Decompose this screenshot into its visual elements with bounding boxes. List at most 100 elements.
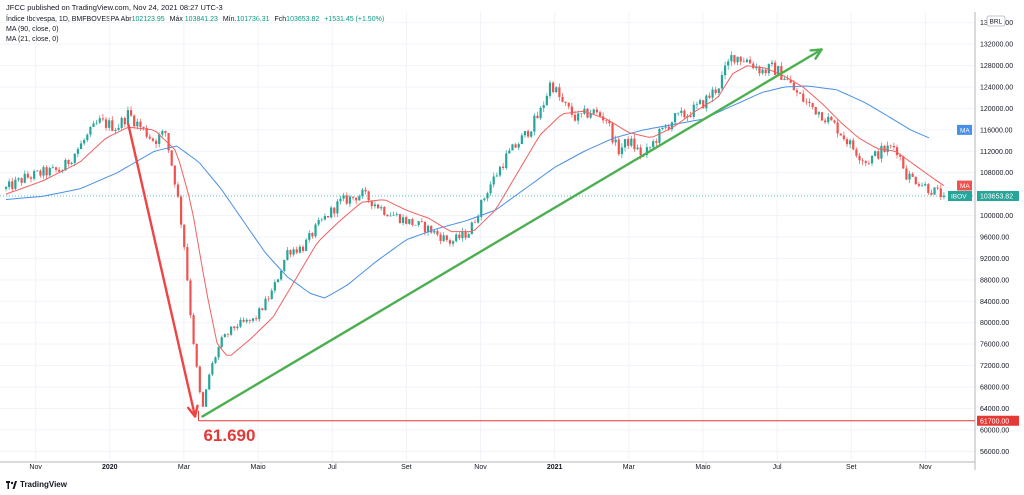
candle-body: [342, 195, 345, 199]
candle-body: [201, 392, 205, 407]
candle-body: [498, 166, 502, 176]
y-tick-label: 96000.00: [980, 235, 1009, 242]
candle-body: [208, 374, 211, 390]
candle-body: [542, 105, 545, 108]
candle-body: [336, 201, 339, 214]
candle-body: [930, 192, 933, 195]
candle-body: [70, 162, 73, 164]
candle-body: [592, 109, 595, 114]
candle-body: [523, 131, 527, 136]
candle-body: [417, 221, 420, 226]
currency-box[interactable]: [986, 15, 1006, 27]
candle-body: [14, 179, 17, 189]
candle-body: [564, 101, 567, 103]
green-trend-arrow-head: [809, 48, 823, 60]
candle-body: [645, 147, 649, 155]
ma21-line: [5, 65, 945, 356]
x-tick-label: Nov: [474, 464, 487, 471]
candle-body: [558, 87, 561, 97]
ohlc-high: Máx.103841.23: [169, 16, 218, 23]
candle-body: [486, 193, 489, 199]
candle-body: [589, 113, 592, 118]
indicator-ma21-label[interactable]: MA (21, close, 0): [6, 36, 59, 43]
candle-body: [239, 319, 242, 327]
candle-body: [908, 173, 911, 180]
candle-body: [570, 106, 573, 115]
candle-body: [924, 184, 927, 186]
candle-body: [405, 217, 408, 224]
candle-body: [673, 113, 677, 123]
candle-body: [886, 145, 889, 153]
candle-body: [730, 55, 733, 62]
candle-body: [733, 55, 736, 63]
candle-body: [774, 62, 777, 75]
candle-body: [514, 144, 517, 148]
candle-body: [755, 66, 758, 69]
badge-2-value: [977, 190, 1019, 201]
candle-body: [905, 168, 908, 180]
candle-body: [845, 139, 849, 145]
tradingview-logo-icon: [6, 480, 17, 489]
candle-body: [461, 231, 464, 239]
candle-body: [536, 115, 539, 119]
candle-body: [311, 233, 314, 237]
candle-body: [386, 214, 389, 217]
candle-body: [623, 139, 627, 148]
y-tick-label: 72000.00: [980, 363, 1009, 370]
candle-body: [367, 191, 370, 201]
candle-body: [67, 159, 70, 164]
candle-body: [145, 127, 148, 137]
candle-body: [580, 113, 583, 114]
candle-body: [204, 389, 208, 407]
candle-body: [198, 366, 201, 393]
candle-body: [636, 147, 639, 150]
candle-body: [752, 63, 755, 69]
candle-body: [414, 225, 417, 226]
candle-body: [120, 117, 123, 128]
candle-body: [814, 107, 817, 115]
tradingview-footer: TradingView: [6, 480, 67, 489]
candle-body: [36, 170, 39, 172]
candle-body: [361, 189, 364, 197]
candle-body: [573, 114, 577, 121]
badge-3-value-label: 61700.00: [980, 418, 1009, 425]
candle-body: [48, 168, 51, 176]
candle-body: [511, 144, 514, 151]
candle-body: [683, 110, 686, 118]
candle-body: [301, 246, 305, 251]
candle-body: [586, 108, 589, 118]
candle-body: [351, 196, 355, 198]
candle-body: [889, 145, 892, 147]
red-decline-arrow-head: [186, 404, 199, 418]
candle-body: [820, 112, 824, 121]
x-tick-label: Set: [846, 464, 857, 471]
ohlc-change: +1531.45 (+1.50%): [324, 16, 385, 23]
candle-body: [326, 216, 330, 218]
candle-body: [473, 222, 477, 224]
y-tick-label: 88000.00: [980, 277, 1009, 284]
candle-body: [176, 184, 180, 197]
candle-body: [502, 166, 505, 169]
candle-body: [389, 215, 392, 217]
x-tick-label: Set: [401, 464, 412, 471]
candle-body: [223, 334, 226, 338]
candle-body: [79, 143, 83, 150]
candle-body: [383, 207, 386, 215]
x-tick-label: 2021: [547, 464, 563, 471]
candle-body: [545, 95, 548, 106]
candle-body: [695, 103, 699, 105]
candle-body: [470, 222, 473, 235]
candle-body: [17, 178, 20, 180]
candle-body: [836, 122, 839, 134]
candle-body: [464, 231, 467, 238]
candle-body: [348, 196, 352, 204]
candle-body: [723, 65, 727, 76]
y-tick-label: 76000.00: [980, 342, 1009, 349]
candle-body: [705, 95, 708, 109]
candle-body: [467, 234, 470, 238]
candle-body: [330, 207, 333, 218]
candle-body: [123, 117, 126, 125]
candle-body: [720, 75, 724, 89]
indicator-ma90-label[interactable]: MA (90, close, 0): [6, 26, 59, 33]
